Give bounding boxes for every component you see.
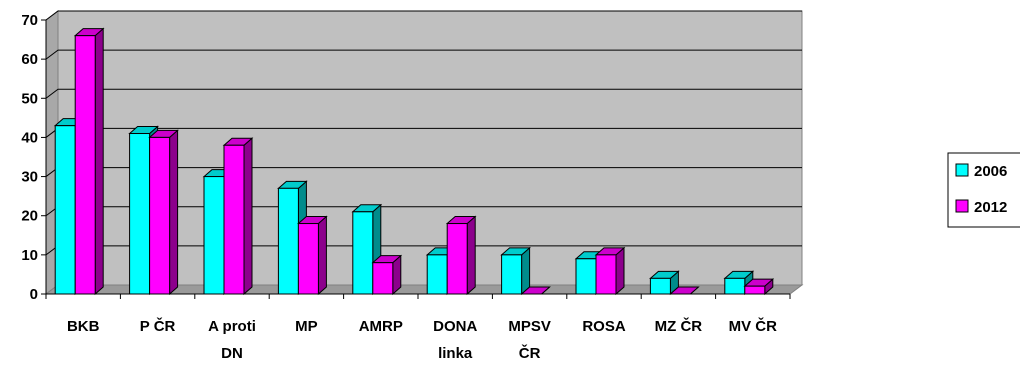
x-tick-label: MP: [295, 318, 318, 335]
x-tick-label: AMRP: [359, 318, 403, 335]
x-tick-label: MZ ČR: [655, 317, 703, 335]
x-tick-label: MV ČR: [729, 317, 778, 335]
y-tick-label: 40: [21, 129, 38, 146]
y-tick-label: 30: [21, 169, 38, 186]
bar-2012-7: [594, 246, 626, 296]
legend: 2006 2012: [947, 152, 1020, 228]
plot-area: [44, 10, 804, 295]
bar-2012-9: [743, 278, 775, 296]
bar-2012-1: [148, 129, 179, 296]
y-tick-label: 20: [21, 208, 38, 225]
bar-2006-8: [649, 270, 680, 296]
x-tick-label: ROSA: [582, 318, 626, 335]
bar-2012-2: [222, 137, 254, 296]
legend-box: [947, 152, 1020, 228]
gridline: [45, 49, 802, 60]
bars: [53, 27, 775, 296]
y-tick-label: 70: [21, 12, 38, 29]
x-tick-label: DONA linka: [433, 318, 477, 362]
legend-label-2006: 2006: [974, 163, 1007, 180]
bar-2012-4: [371, 254, 403, 296]
y-tick-label: 50: [21, 90, 38, 107]
legend-swatch-2006: [955, 163, 969, 177]
y-tick-label: 60: [21, 51, 38, 68]
bar-2006-6: [500, 246, 531, 296]
x-axis: BKB P ČR A proti DN MP AMRP DONA linka MPSV ČR ROS…: [45, 293, 791, 362]
bar-2012-5: [445, 215, 477, 296]
x-tick-label: BKB: [67, 318, 100, 335]
y-tick-label: 0: [30, 286, 38, 303]
legend-label-2012: 2012: [974, 199, 1007, 216]
gridline: [45, 88, 802, 99]
gridline: [45, 10, 802, 21]
back-wall: [57, 10, 803, 286]
bar-2012-0: [73, 27, 105, 296]
x-tick-label: MPSV ČR: [508, 318, 551, 362]
bar-2012-8: [669, 286, 700, 295]
y-tick-label: 10: [21, 247, 38, 264]
x-tick-label: P ČR: [140, 317, 176, 335]
y-axis: 0 10 20 30 40 50 60 70: [21, 12, 47, 303]
legend-swatch-2012: [955, 199, 969, 213]
x-tick-label: A proti DN: [208, 318, 256, 362]
bar-2012-3: [297, 215, 328, 296]
